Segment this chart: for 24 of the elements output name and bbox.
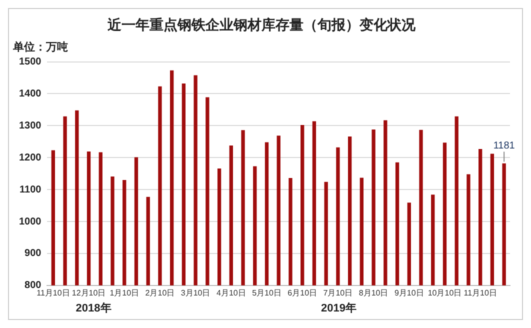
x-tick-label: 11月10日 bbox=[464, 288, 497, 298]
y-tick-label: 1000 bbox=[18, 216, 42, 228]
y-tick-label: 1100 bbox=[20, 184, 42, 196]
text: 2019年 bbox=[321, 302, 357, 315]
x-tick-label: 3月10日 bbox=[180, 288, 210, 298]
x-tick-label: 4月10日 bbox=[216, 288, 246, 298]
y-tick-label: 1400 bbox=[18, 88, 42, 100]
chart-title: 近一年重点钢铁企业钢材库存量（旬报）变化状况 bbox=[106, 16, 416, 32]
x-tick-label: 6月10日 bbox=[288, 288, 318, 298]
x-tick-label: 1月10日 bbox=[110, 288, 140, 298]
x-tick-label: 9月10日 bbox=[394, 288, 424, 298]
y-tick-label: 900 bbox=[24, 248, 42, 260]
x-tick-label: 10月10日 bbox=[428, 288, 462, 298]
y-axis-title: 单位：万吨 bbox=[12, 40, 68, 54]
text: 2018年 bbox=[76, 302, 112, 315]
y-tick-label: 1300 bbox=[18, 120, 42, 132]
x-tick-label: 8月10日 bbox=[358, 288, 388, 298]
x-tick-label: 7月10日 bbox=[323, 288, 353, 298]
y-tick-label: 1200 bbox=[18, 152, 42, 164]
x-tick-label: 2月10日 bbox=[145, 288, 175, 298]
data-label: 1181 bbox=[493, 140, 516, 152]
y-tick-label: 1500 bbox=[18, 56, 42, 68]
x-tick-label: 12月10日 bbox=[72, 288, 106, 298]
x-tick-label: 5月10日 bbox=[252, 288, 282, 298]
